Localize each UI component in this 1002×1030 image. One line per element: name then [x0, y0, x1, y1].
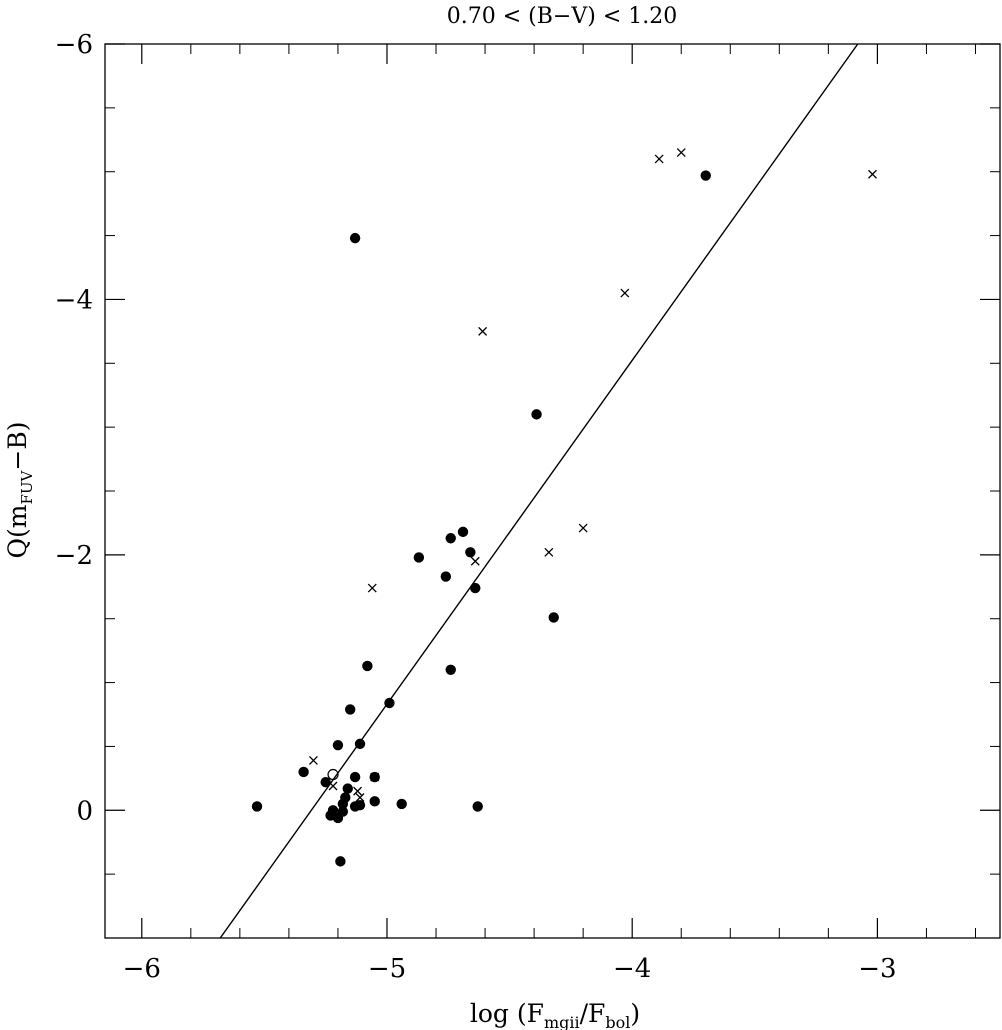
filled-circle-point	[349, 771, 361, 783]
x-axis-label-main: log (F	[470, 999, 544, 1028]
filled-circle-point	[445, 533, 456, 544]
cross-point	[308, 756, 318, 765]
y-axis-label-sub: FUV	[18, 469, 36, 504]
filled-circle-point	[531, 409, 542, 420]
filled-circle-point	[548, 612, 559, 623]
fit-line	[219, 43, 859, 939]
cross-point	[370, 772, 380, 782]
cross-point	[355, 793, 365, 802]
y-tick-label: 0	[76, 796, 93, 826]
filled-circle-point	[320, 776, 331, 788]
cross-point	[620, 288, 630, 298]
cross-point	[578, 523, 588, 533]
filled-circle-point	[384, 697, 395, 709]
filled-circle-point	[465, 547, 476, 558]
filled-circle-point	[472, 801, 483, 812]
filled-circle-point	[349, 232, 361, 244]
filled-circle-point	[335, 856, 346, 867]
x-tick-label: −6	[123, 954, 161, 984]
filled-circle-point	[413, 552, 425, 563]
filled-circle-point	[345, 704, 356, 715]
chart-title: 0.70 < (B−V) < 1.20	[447, 4, 677, 29]
filled-circle-point	[332, 739, 344, 751]
cross-point	[470, 556, 480, 566]
filled-circle-point	[362, 660, 373, 672]
filled-circle-point	[470, 582, 481, 594]
cross-point	[868, 169, 877, 179]
plot-frame	[104, 43, 1001, 939]
axes: −6 −5 −4 −3 −6 −4 −2 0	[55, 30, 1001, 984]
filled-circle-point	[354, 799, 366, 811]
x-axis-label-sub1: mgii	[544, 1013, 580, 1030]
filled-circle-point	[337, 798, 349, 810]
cross-point	[654, 154, 664, 164]
y-tick-label: −6	[55, 30, 93, 60]
cross-point	[544, 547, 554, 557]
y-axis-label-end: −B)	[3, 422, 32, 471]
cross-point	[478, 326, 488, 336]
filled-circle-point	[369, 796, 380, 807]
filled-circle-point	[251, 801, 263, 812]
filled-circle-point	[354, 738, 366, 750]
x-tick-label: −3	[858, 954, 896, 984]
x-axis-label-mid: /F	[580, 999, 606, 1028]
data-points	[219, 43, 877, 939]
filled-circle-point	[700, 170, 711, 181]
cross-point	[676, 148, 686, 158]
cross-point	[353, 786, 363, 796]
cross-point	[367, 583, 377, 593]
open-circle-point	[327, 768, 339, 781]
y-tick-label: −4	[55, 285, 93, 315]
cross-point	[328, 781, 338, 791]
x-axis-label: log (Fmgii/Fbol)	[470, 999, 640, 1030]
x-tick-label: −5	[368, 954, 406, 984]
x-tick-label: −4	[613, 954, 651, 984]
filled-circle-point	[332, 812, 344, 824]
x-axis-label-sub2: bol	[605, 1013, 630, 1030]
filled-circle-point	[396, 798, 407, 810]
filled-circle-point	[342, 783, 353, 794]
x-axis-label-end: )	[630, 999, 640, 1028]
filled-circle-point	[440, 571, 452, 582]
y-tick-label: −2	[55, 541, 93, 571]
y-axis-label: Q(mFUV−B)	[3, 422, 36, 559]
filled-circle-point	[457, 526, 469, 538]
y-axis-label-main: Q(m	[3, 504, 32, 558]
filled-circle-point	[445, 664, 456, 675]
filled-circle-point	[298, 766, 309, 778]
